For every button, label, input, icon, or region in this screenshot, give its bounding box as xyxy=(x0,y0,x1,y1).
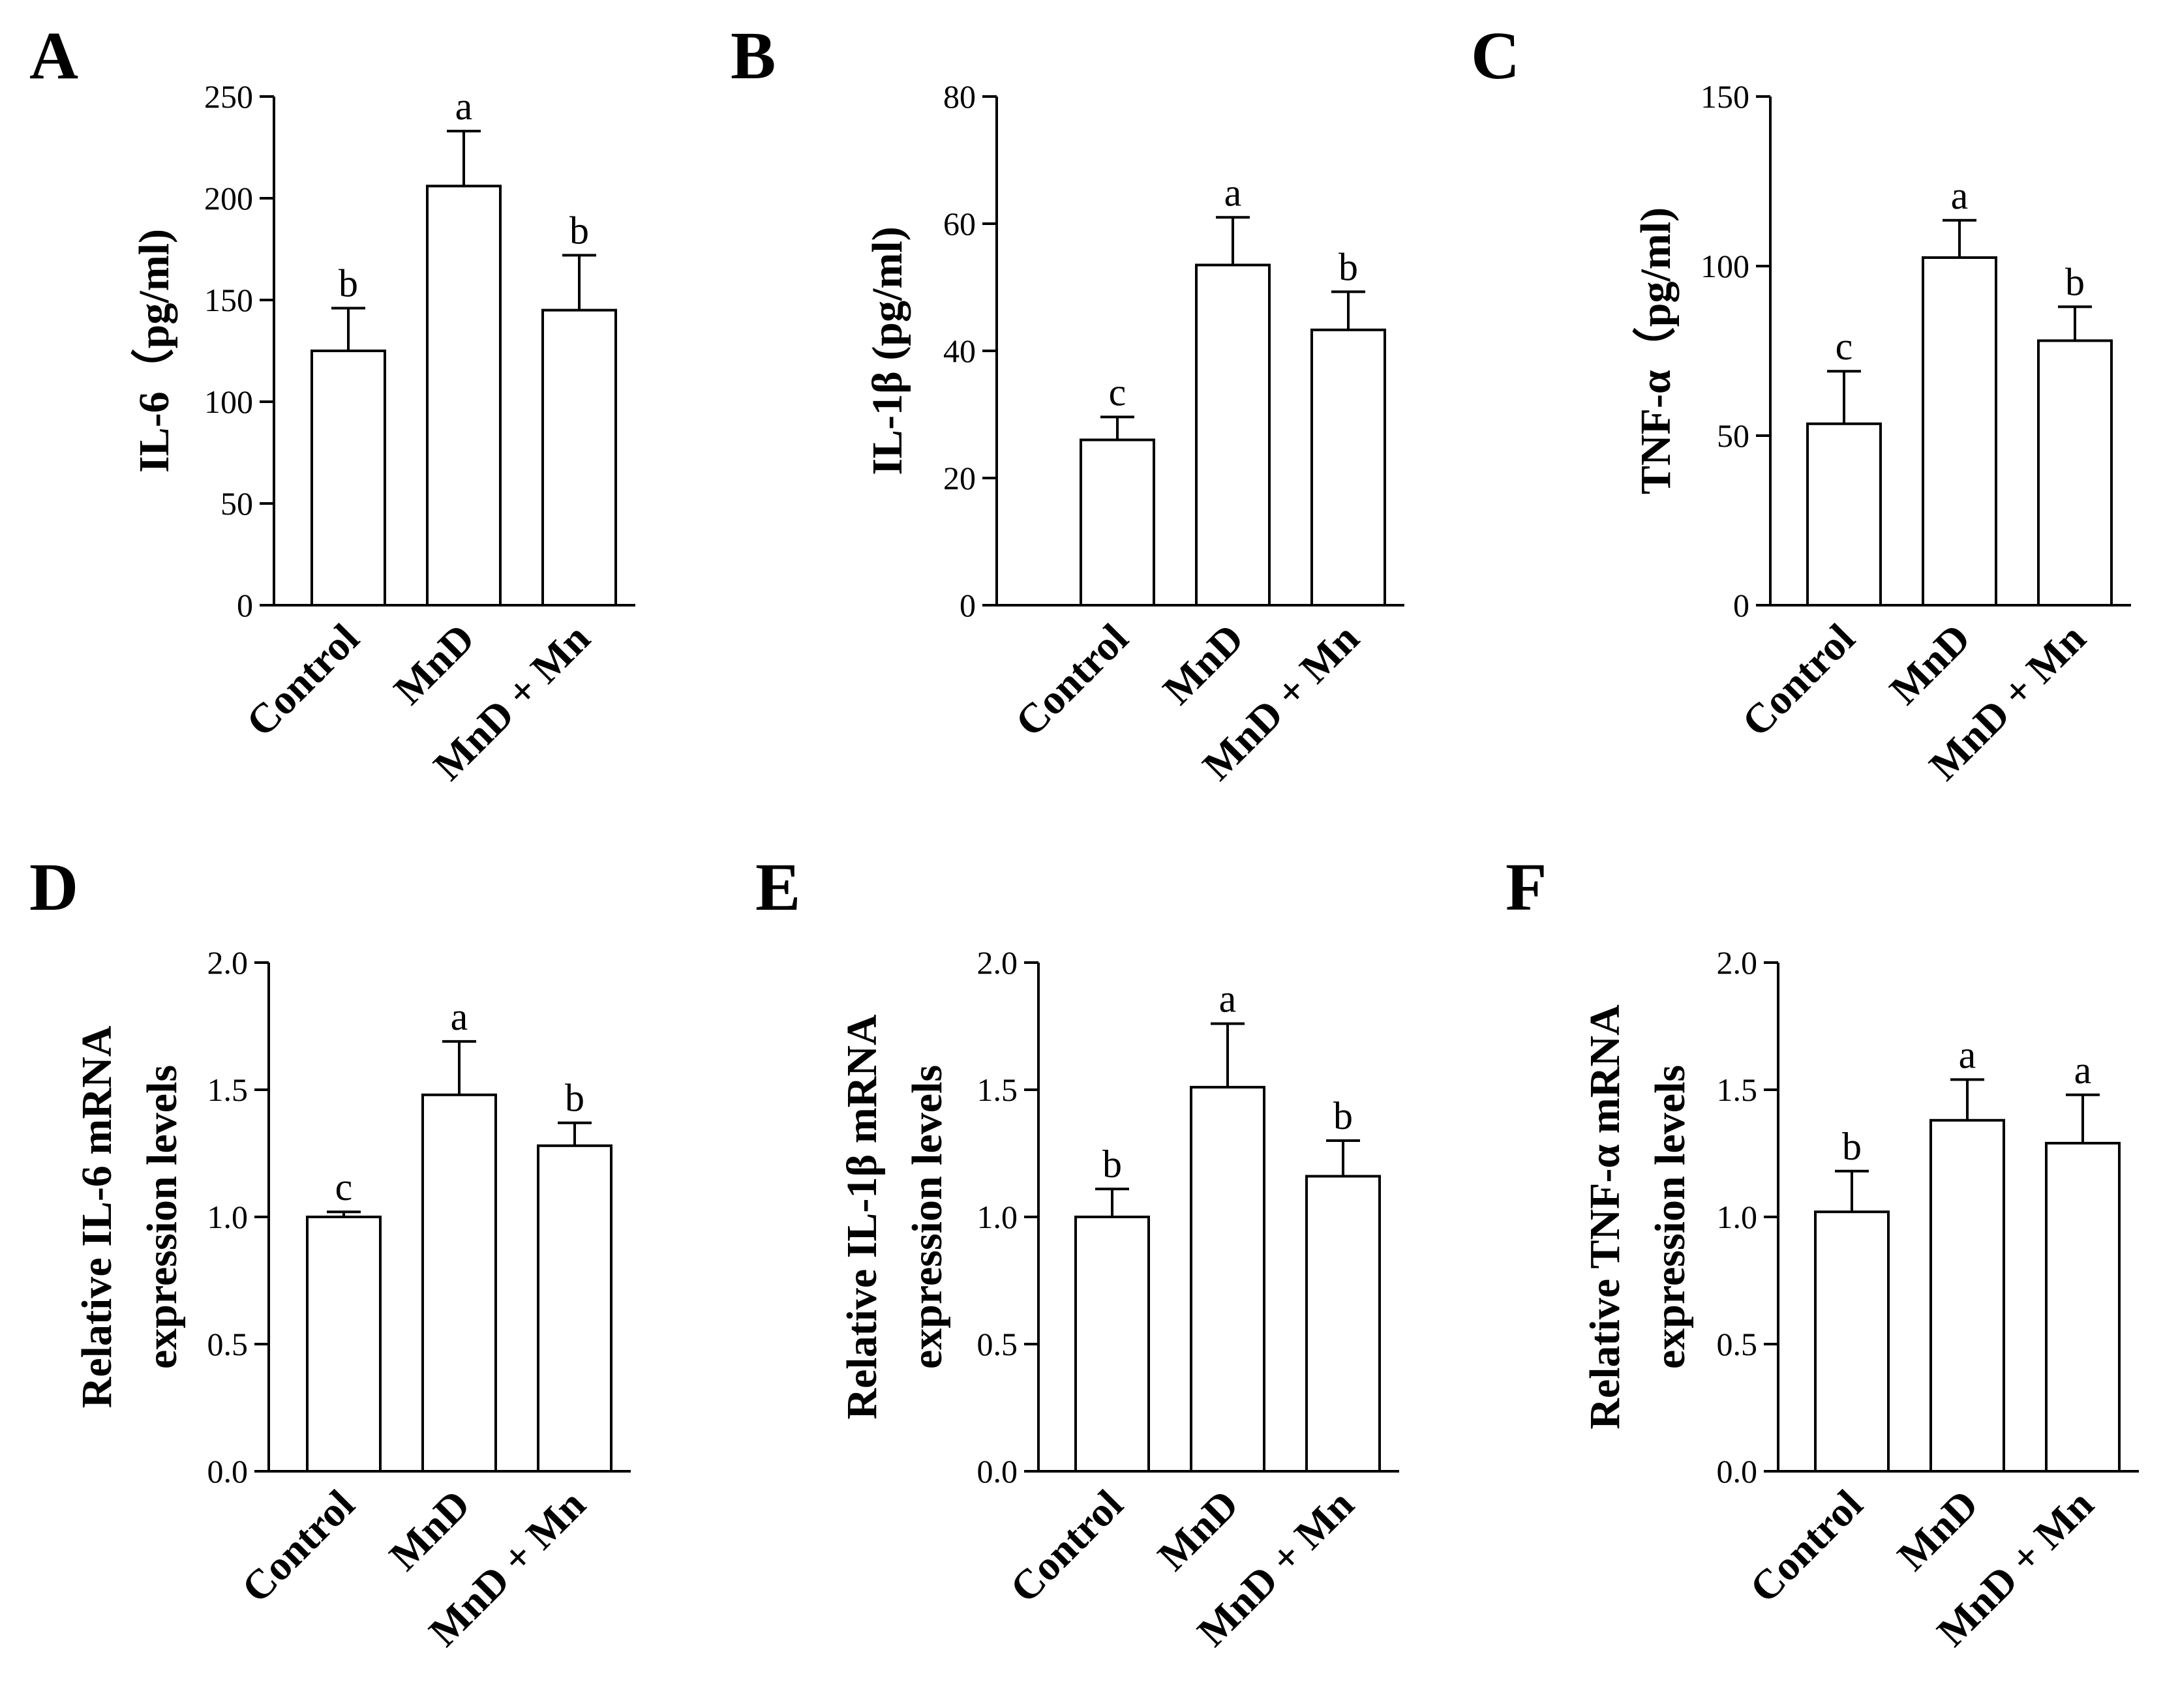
y-axis-title: TNF-α（pg/ml) xyxy=(1631,207,1680,494)
bar xyxy=(1191,1087,1264,1471)
y-tick-label: 150 xyxy=(204,282,253,318)
significance-letter: c xyxy=(335,1165,353,1208)
y-axis-title-line1: Relative IL-1β mRNA xyxy=(838,1014,886,1420)
y-tick-label: 50 xyxy=(1717,417,1749,454)
y-axis-title-line2: expression levels xyxy=(1646,1065,1694,1369)
y-tick-label: 80 xyxy=(943,78,976,115)
bar xyxy=(423,1095,496,1471)
y-tick-label: 1.5 xyxy=(977,1071,1018,1108)
y-axis-title-line1: Relative IL-6 mRNA xyxy=(73,1025,121,1408)
y-tick-label: 0.0 xyxy=(207,1453,249,1490)
significance-letter: b xyxy=(1333,1094,1353,1137)
bar xyxy=(1076,1217,1149,1471)
y-tick-label: 250 xyxy=(204,78,253,115)
y-tick-label: 0.5 xyxy=(977,1326,1018,1362)
bar xyxy=(1815,1212,1888,1471)
figure-canvas: A050100150200250IL-6（pg/ml) bControlaMnDb… xyxy=(0,0,2178,1708)
y-tick-label: 150 xyxy=(1701,78,1749,115)
bar xyxy=(543,310,616,605)
bar xyxy=(1923,258,1996,605)
significance-letter: c xyxy=(1836,325,1853,368)
y-tick-label: 2.0 xyxy=(977,944,1018,981)
bar xyxy=(2046,1143,2119,1471)
significance-letter: a xyxy=(1951,174,1969,217)
bar xyxy=(1931,1120,2004,1471)
significance-letter: a xyxy=(1224,171,1242,214)
y-tick-label: 1.0 xyxy=(207,1199,249,1235)
significance-letter: a xyxy=(1959,1033,1976,1076)
bar xyxy=(1196,265,1269,605)
significance-letter: b xyxy=(565,1077,584,1120)
y-tick-label: 0 xyxy=(960,587,976,623)
bar xyxy=(1807,424,1881,605)
significance-letter: a xyxy=(1219,978,1237,1021)
y-tick-label: 1.0 xyxy=(977,1199,1018,1235)
significance-letter: b xyxy=(2065,260,2085,303)
significance-letter: b xyxy=(339,262,358,305)
y-tick-label: 2.0 xyxy=(207,944,249,981)
panel-label: F xyxy=(1505,850,1547,925)
y-axis-title-line1: Relative TNF-α mRNA xyxy=(1581,1004,1629,1430)
bar xyxy=(307,1217,380,1471)
significance-letter: b xyxy=(1339,245,1358,288)
y-tick-label: 0.0 xyxy=(977,1453,1018,1490)
bar xyxy=(427,186,500,605)
significance-letter: b xyxy=(1102,1143,1122,1186)
y-tick-label: 0.5 xyxy=(207,1326,249,1362)
y-tick-label: 1.5 xyxy=(1717,1071,1758,1108)
significance-letter: b xyxy=(1842,1125,1862,1168)
y-tick-label: 100 xyxy=(1701,248,1749,284)
y-tick-label: 50 xyxy=(220,485,253,522)
panel-label: B xyxy=(731,18,776,93)
bar xyxy=(1307,1176,1380,1471)
y-tick-label: 20 xyxy=(943,460,976,496)
y-tick-label: 60 xyxy=(943,205,976,242)
y-tick-label: 0 xyxy=(1733,587,1749,623)
bar xyxy=(1081,440,1154,606)
significance-letter: b xyxy=(569,209,589,252)
y-tick-label: 0.0 xyxy=(1717,1453,1758,1490)
significance-letter: a xyxy=(2074,1049,2092,1092)
y-tick-label: 40 xyxy=(943,333,976,369)
bar xyxy=(538,1146,611,1471)
y-tick-label: 1.5 xyxy=(207,1071,249,1108)
y-tick-label: 2.0 xyxy=(1717,944,1758,981)
bar xyxy=(1312,330,1385,605)
y-tick-label: 1.0 xyxy=(1717,1199,1758,1235)
y-axis-title-line2: expression levels xyxy=(903,1065,951,1369)
panel-label: D xyxy=(29,850,78,925)
y-tick-label: 100 xyxy=(204,383,253,420)
panel-label: A xyxy=(29,18,78,93)
significance-letter: c xyxy=(1109,370,1127,413)
y-axis-title: IL-1β (pg/ml) xyxy=(864,226,911,475)
y-tick-label: 0 xyxy=(237,587,253,623)
panel-label: E xyxy=(755,850,800,925)
significance-letter: a xyxy=(455,85,473,128)
y-tick-label: 200 xyxy=(204,180,253,217)
bar xyxy=(312,351,385,605)
significance-letter: a xyxy=(451,995,468,1038)
panel-label: C xyxy=(1471,18,1520,93)
y-axis-title: IL-6（pg/ml) xyxy=(130,229,178,473)
bar xyxy=(2038,340,2111,605)
y-axis-title-line2: expression levels xyxy=(138,1065,186,1369)
y-tick-label: 0.5 xyxy=(1717,1326,1758,1362)
